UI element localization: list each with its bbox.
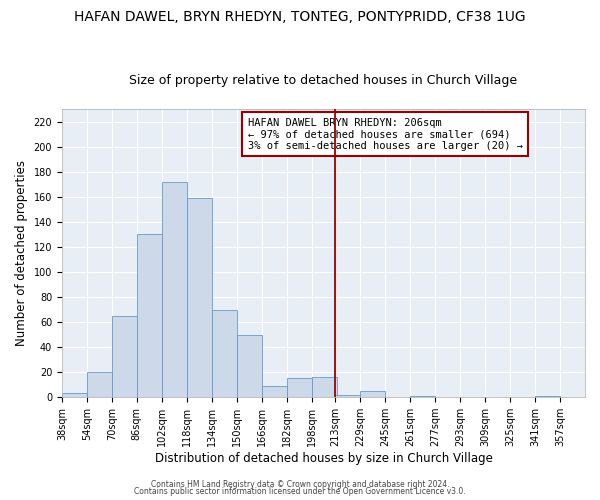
Bar [535,396,560,397]
Text: HAFAN DAWEL, BRYN RHEDYN, TONTEG, PONTYPRIDD, CF38 1UG: HAFAN DAWEL, BRYN RHEDYN, TONTEG, PONTYP… [74,10,526,24]
Title: Size of property relative to detached houses in Church Village: Size of property relative to detached ho… [130,74,518,87]
X-axis label: Distribution of detached houses by size in Church Village: Distribution of detached houses by size … [155,452,493,465]
Bar [262,386,287,397]
Bar [237,334,262,397]
Bar [335,394,360,397]
Bar [187,198,212,397]
Bar [410,396,435,397]
Bar [62,394,87,397]
Bar [360,391,385,397]
Text: Contains public sector information licensed under the Open Government Licence v3: Contains public sector information licen… [134,487,466,496]
Bar [87,372,112,397]
Text: Contains HM Land Registry data © Crown copyright and database right 2024.: Contains HM Land Registry data © Crown c… [151,480,449,489]
Bar [212,310,237,397]
Bar [112,316,137,397]
Bar [137,234,162,397]
Y-axis label: Number of detached properties: Number of detached properties [15,160,28,346]
Bar [287,378,312,397]
Bar [312,377,337,397]
Bar [162,182,187,397]
Text: HAFAN DAWEL BRYN RHEDYN: 206sqm
← 97% of detached houses are smaller (694)
3% of: HAFAN DAWEL BRYN RHEDYN: 206sqm ← 97% of… [248,118,523,151]
